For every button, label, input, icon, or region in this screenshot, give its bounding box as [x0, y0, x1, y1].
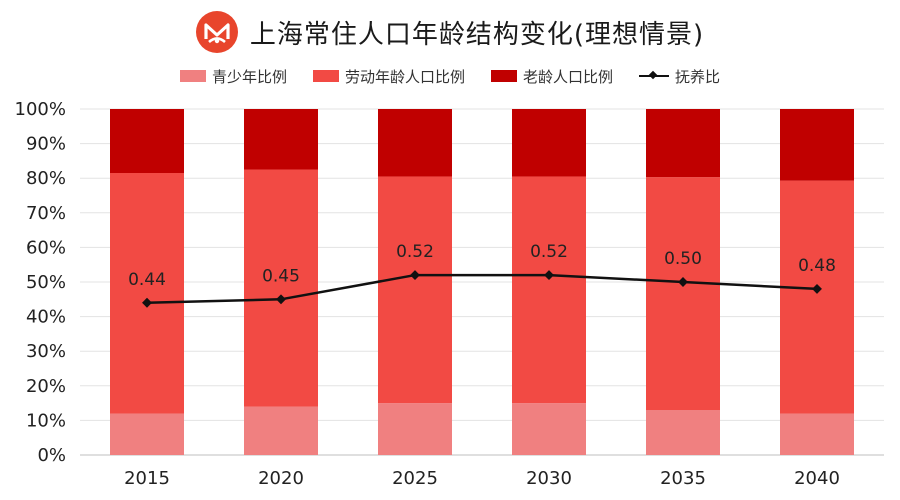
bar-segment-working-age	[244, 169, 318, 407]
dependency-ratio-label: 0.44	[128, 270, 166, 290]
dependency-ratio-point	[142, 297, 152, 308]
dependency-ratio-label: 0.50	[664, 249, 702, 269]
legend-label-youth: 青少年比例	[211, 67, 287, 86]
dependency-ratio-label: 0.45	[262, 266, 300, 286]
bar-segment-youth	[512, 403, 586, 455]
y-tick-label: 60%	[26, 237, 66, 258]
chart-legend: 青少年比例 劳动年龄人口比例 老龄人口比例 抚养比	[0, 64, 900, 88]
y-tick-label: 30%	[26, 341, 66, 362]
legend-item-working-age: 劳动年龄人口比例	[312, 66, 465, 87]
y-tick-label: 80%	[26, 168, 66, 189]
bar-segment-youth	[780, 413, 854, 455]
bar-segment-elderly	[110, 109, 184, 174]
legend-item-youth: 青少年比例	[179, 66, 287, 87]
legend-item-dependency-ratio: 抚养比	[639, 66, 720, 87]
dependency-ratio-label: 0.48	[798, 256, 836, 276]
y-tick-label: 100%	[15, 99, 66, 120]
chart-title: 上海常住人口年龄结构变化(理想情景)	[249, 19, 705, 50]
dependency-ratio-label: 0.52	[530, 242, 568, 262]
bar-segment-youth	[646, 410, 720, 455]
bar-segment-working-age	[512, 176, 586, 404]
legend-swatch-working-age	[312, 70, 339, 82]
bar-segment-elderly	[646, 109, 720, 178]
dependency-ratio-point	[410, 270, 420, 281]
x-tick-label: 2040	[794, 468, 840, 489]
x-tick-label: 2020	[258, 468, 304, 489]
bar-segment-working-age	[780, 180, 854, 414]
y-tick-label: 10%	[26, 410, 66, 431]
legend-label-dependency-ratio: 抚养比	[675, 67, 721, 86]
bar-segment-working-age	[646, 177, 720, 411]
y-tick-label: 90%	[26, 134, 66, 155]
x-tick-label: 2025	[392, 468, 438, 489]
legend-item-elderly: 老龄人口比例	[491, 66, 613, 87]
dependency-ratio-point	[812, 283, 822, 294]
bar-segment-youth	[378, 403, 452, 455]
bar-segment-youth	[110, 413, 184, 455]
y-tick-label: 20%	[26, 376, 66, 397]
y-tick-label: 40%	[26, 307, 66, 328]
legend-label-elderly: 老龄人口比例	[523, 67, 614, 86]
y-tick-label: 70%	[26, 203, 66, 224]
legend-label-working-age: 劳动年龄人口比例	[344, 67, 465, 86]
dependency-ratio-line	[146, 273, 818, 305]
bar-segment-working-age	[110, 173, 184, 414]
dependency-ratio-point	[678, 277, 688, 287]
legend-swatch-elderly	[491, 70, 517, 82]
bar-segment-elderly	[244, 109, 318, 170]
chart-header: 上海常住人口年龄结构变化(理想情景)	[0, 8, 900, 56]
bar-segment-elderly	[378, 109, 452, 177]
x-tick-label: 2030	[526, 468, 572, 489]
y-tick-label: 50%	[26, 272, 66, 293]
bar-segment-youth	[244, 406, 318, 455]
x-tick-label: 2015	[124, 468, 170, 489]
legend-swatch-youth	[179, 70, 206, 82]
y-tick-label: 0%	[37, 445, 66, 466]
dependency-ratio-point	[544, 270, 554, 281]
legend-swatch-dependency-ratio	[639, 70, 670, 82]
bar-segment-elderly	[780, 109, 854, 181]
bar-segment-elderly	[512, 109, 586, 177]
brand-logo-icon	[195, 11, 238, 53]
bar-segment-working-age	[378, 176, 452, 404]
dependency-ratio-point	[276, 294, 286, 305]
dependency-ratio-label: 0.52	[396, 242, 434, 262]
x-tick-label: 2035	[660, 468, 706, 489]
